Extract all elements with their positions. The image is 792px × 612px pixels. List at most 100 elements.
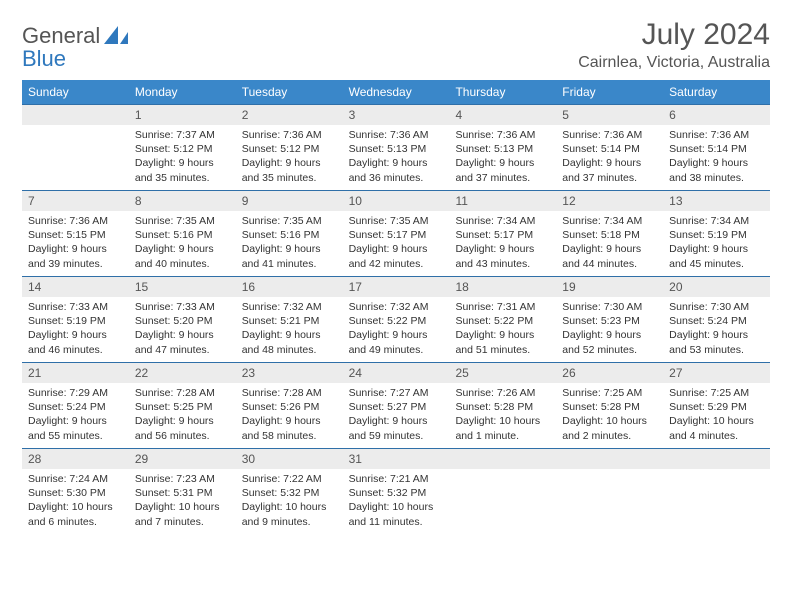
sunset-line: Sunset: 5:19 PM (669, 228, 764, 242)
day-details: Sunrise: 7:31 AMSunset: 5:22 PMDaylight:… (449, 297, 556, 361)
day-cell: 8Sunrise: 7:35 AMSunset: 5:16 PMDaylight… (129, 190, 236, 276)
sunset-line: Sunset: 5:25 PM (135, 400, 230, 414)
day-number: 13 (663, 191, 770, 211)
day-details: Sunrise: 7:34 AMSunset: 5:17 PMDaylight:… (449, 211, 556, 275)
day-cell: 6Sunrise: 7:36 AMSunset: 5:14 PMDaylight… (663, 104, 770, 190)
daylight-line: Daylight: 9 hours and 56 minutes. (135, 414, 230, 442)
sunset-line: Sunset: 5:32 PM (242, 486, 337, 500)
day-cell: 17Sunrise: 7:32 AMSunset: 5:22 PMDayligh… (343, 276, 450, 362)
daylight-line: Daylight: 10 hours and 11 minutes. (349, 500, 444, 528)
day-cell: 22Sunrise: 7:28 AMSunset: 5:25 PMDayligh… (129, 362, 236, 448)
day-details: Sunrise: 7:33 AMSunset: 5:20 PMDaylight:… (129, 297, 236, 361)
sunrise-line: Sunrise: 7:32 AM (349, 300, 444, 314)
daylight-line: Daylight: 9 hours and 59 minutes. (349, 414, 444, 442)
day-details: Sunrise: 7:36 AMSunset: 5:14 PMDaylight:… (556, 125, 663, 189)
day-number: 16 (236, 277, 343, 297)
day-cell: 13 Sunrise: 7:34 AMSunset: 5:19 PMDayligh… (663, 190, 770, 276)
day-details: Sunrise: 7:35 AMSunset: 5:17 PMDaylight:… (343, 211, 450, 275)
day-number: 9 (236, 191, 343, 211)
day-details: Sunrise: 7:36 AMSunset: 5:12 PMDaylight:… (236, 125, 343, 189)
day-number: 22 (129, 363, 236, 383)
daylight-line: Daylight: 9 hours and 35 minutes. (242, 156, 337, 184)
sunrise-line: Sunrise: 7:28 AM (242, 386, 337, 400)
day-details: Sunrise: 7:25 AMSunset: 5:28 PMDaylight:… (556, 383, 663, 447)
day-details: Sunrise: 7:26 AMSunset: 5:28 PMDaylight:… (449, 383, 556, 447)
daylight-line: Daylight: 9 hours and 43 minutes. (455, 242, 550, 270)
title-block: July 2024 Cairnlea, Victoria, Australia (578, 18, 770, 72)
day-details: Sunrise: 7:37 AMSunset: 5:12 PMDaylight:… (129, 125, 236, 189)
sunrise-line: Sunrise: 7:36 AM (349, 128, 444, 142)
daylight-line: Daylight: 9 hours and 42 minutes. (349, 242, 444, 270)
daylight-line: Daylight: 9 hours and 36 minutes. (349, 156, 444, 184)
day-details: Sunrise: 7:24 AMSunset: 5:30 PMDaylight:… (22, 469, 129, 533)
day-details: Sunrise: 7:27 AMSunset: 5:27 PMDaylight:… (343, 383, 450, 447)
header: General July 2024 Cairnlea, Victoria, Au… (22, 18, 770, 72)
sunset-line: Sunset: 5:20 PM (135, 314, 230, 328)
sunrise-line: Sunrise: 7:25 AM (562, 386, 657, 400)
day-details: Sunrise: 7:25 AMSunset: 5:29 PMDaylight:… (663, 383, 770, 447)
sunrise-line: Sunrise: 7:34 AM (669, 214, 764, 228)
day-cell: 12Sunrise: 7:34 AMSunset: 5:18 PMDayligh… (556, 190, 663, 276)
sunrise-line: Sunrise: 7:35 AM (135, 214, 230, 228)
day-number: 11 (449, 191, 556, 211)
brand-word-blue: Blue (22, 46, 66, 72)
sunset-line: Sunset: 5:13 PM (455, 142, 550, 156)
day-cell (663, 448, 770, 534)
day-details: Sunrise: 7:21 AMSunset: 5:32 PMDaylight:… (343, 469, 450, 533)
sunset-line: Sunset: 5:17 PM (455, 228, 550, 242)
daylight-line: Daylight: 9 hours and 53 minutes. (669, 328, 764, 356)
daylight-line: Daylight: 9 hours and 47 minutes. (135, 328, 230, 356)
day-details: Sunrise: 7:28 AMSunset: 5:25 PMDaylight:… (129, 383, 236, 447)
sunset-line: Sunset: 5:27 PM (349, 400, 444, 414)
day-number: 15 (129, 277, 236, 297)
sunrise-line: Sunrise: 7:21 AM (349, 472, 444, 486)
day-number-empty (556, 449, 663, 469)
sunrise-line: Sunrise: 7:36 AM (562, 128, 657, 142)
day-number: 6 (663, 105, 770, 125)
daylight-line: Daylight: 9 hours and 41 minutes. (242, 242, 337, 270)
sunset-line: Sunset: 5:16 PM (135, 228, 230, 242)
day-number-empty (663, 449, 770, 469)
daylight-line: Daylight: 9 hours and 37 minutes. (562, 156, 657, 184)
sunset-line: Sunset: 5:14 PM (669, 142, 764, 156)
sunset-line: Sunset: 5:13 PM (349, 142, 444, 156)
day-number: 20 (663, 277, 770, 297)
day-number: 23 (236, 363, 343, 383)
sunrise-line: Sunrise: 7:31 AM (455, 300, 550, 314)
day-cell: 16Sunrise: 7:32 AMSunset: 5:21 PMDayligh… (236, 276, 343, 362)
sunrise-line: Sunrise: 7:36 AM (242, 128, 337, 142)
day-number: 12 (556, 191, 663, 211)
day-details: Sunrise: 7:33 AMSunset: 5:19 PMDaylight:… (22, 297, 129, 361)
day-number: 25 (449, 363, 556, 383)
day-number: 2 (236, 105, 343, 125)
day-number: 24 (343, 363, 450, 383)
day-header-cell: Wednesday (343, 80, 450, 104)
day-cell: 27Sunrise: 7:25 AMSunset: 5:29 PMDayligh… (663, 362, 770, 448)
daylight-line: Daylight: 9 hours and 46 minutes. (28, 328, 123, 356)
sunset-line: Sunset: 5:12 PM (135, 142, 230, 156)
day-details: Sunrise: 7:23 AMSunset: 5:31 PMDaylight:… (129, 469, 236, 533)
sunset-line: Sunset: 5:23 PM (562, 314, 657, 328)
day-number: 1 (129, 105, 236, 125)
day-number: 19 (556, 277, 663, 297)
day-header-cell: Monday (129, 80, 236, 104)
sunrise-line: Sunrise: 7:26 AM (455, 386, 550, 400)
sunrise-line: Sunrise: 7:25 AM (669, 386, 764, 400)
sunset-line: Sunset: 5:17 PM (349, 228, 444, 242)
sunset-line: Sunset: 5:18 PM (562, 228, 657, 242)
day-number-empty (449, 449, 556, 469)
sunrise-line: Sunrise: 7:27 AM (349, 386, 444, 400)
sunrise-line: Sunrise: 7:37 AM (135, 128, 230, 142)
daylight-line: Daylight: 9 hours and 45 minutes. (669, 242, 764, 270)
sunrise-line: Sunrise: 7:23 AM (135, 472, 230, 486)
day-details: Sunrise: 7:29 AMSunset: 5:24 PMDaylight:… (22, 383, 129, 447)
sunrise-line: Sunrise: 7:30 AM (669, 300, 764, 314)
day-details: Sunrise: 7:34 AMSunset: 5:18 PMDaylight:… (556, 211, 663, 275)
sunset-line: Sunset: 5:16 PM (242, 228, 337, 242)
day-cell (556, 448, 663, 534)
day-cell: 29Sunrise: 7:23 AMSunset: 5:31 PMDayligh… (129, 448, 236, 534)
day-cell: 11Sunrise: 7:34 AMSunset: 5:17 PMDayligh… (449, 190, 556, 276)
week-row: 7Sunrise: 7:36 AMSunset: 5:15 PMDaylight… (22, 190, 770, 276)
day-cell: 28Sunrise: 7:24 AMSunset: 5:30 PMDayligh… (22, 448, 129, 534)
sunset-line: Sunset: 5:30 PM (28, 486, 123, 500)
